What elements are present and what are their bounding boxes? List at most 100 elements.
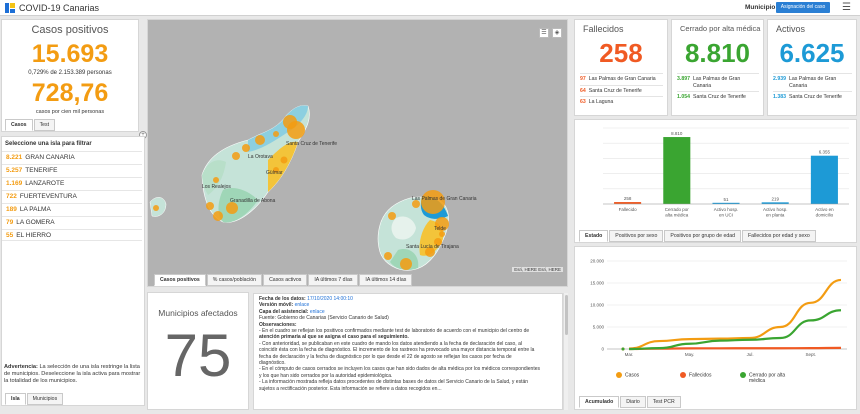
row-label: La Laguna [588, 99, 614, 105]
tab-test[interactable]: Test [33, 119, 56, 131]
bar-value-label: 51 [723, 197, 729, 202]
obs-line: - Con anterioridad, se publicaban en est… [259, 340, 522, 347]
acumulado-chart-panel: 0 5.000 10.000 15.000 20.000 Mar. May. Jul. Sept… [574, 246, 857, 410]
tab-acumulado[interactable]: Acumulado [579, 396, 620, 408]
map-layers-icon[interactable]: ◈ [552, 28, 562, 38]
island-name: EL HIERRO [16, 232, 52, 239]
island-value: 189 [6, 206, 17, 213]
island-name: LANZAROTE [25, 180, 65, 187]
islands-panel: Seleccione una isla para filtrar 8.221 GR… [1, 136, 145, 406]
island-item-el-hierro[interactable]: 55 EL HIERRO [2, 229, 142, 241]
asignacion-button[interactable]: Asignación del caso [776, 2, 830, 13]
y-tick-label: 15.000 [590, 281, 604, 286]
island-item-la-gomera[interactable]: 79 LA GOMERA [2, 216, 142, 228]
row-label: Santa Cruz de Tenerife [692, 94, 746, 100]
canarias-map[interactable]: La Orotava Santa Cruz de Tenerife Granad… [148, 20, 568, 287]
island-name: LA GOMERA [16, 219, 55, 226]
list-item[interactable]: 3.897 Las Palmas de Gran Canaria [677, 73, 759, 91]
list-item[interactable]: 63 La Laguna [580, 96, 663, 108]
hamburger-menu-icon[interactable]: ☰ [842, 2, 851, 13]
islands-header: Seleccione una isla para filtrar [5, 141, 92, 147]
island-name: GRAN CANARIA [25, 154, 75, 161]
tab-positivos-edad[interactable]: Positivos por grupo de edad [664, 230, 742, 242]
island-item-tenerife[interactable]: 5.257 TENERIFE [2, 164, 142, 176]
map-list-icon[interactable]: ☰ [539, 28, 549, 38]
case-bubbles[interactable] [153, 115, 449, 270]
island-item-lanzarote[interactable]: 1.169 LANZAROTE [2, 177, 142, 189]
map-label: Santa Lucía de Tirajana [406, 244, 459, 250]
notes-scrollbar[interactable] [563, 293, 568, 410]
advertencia-body: La selección de una isla restringe la li… [4, 364, 141, 384]
bubble-san-bartolome [400, 258, 412, 270]
island-item-gran-canaria[interactable]: 8.221 GRAN CANARIA [2, 151, 142, 163]
map-label: Granadilla de Abona [230, 198, 276, 204]
obs-line: fecha de declaración y la fecha de diagn… [259, 353, 512, 360]
tab-diario[interactable]: Diario [620, 396, 646, 408]
bubble-arucas [412, 200, 420, 208]
obs-line: diagnóstico. [259, 360, 286, 367]
legend-marker [680, 372, 686, 378]
bubble-arona [213, 211, 223, 221]
tab-ia-7-dias[interactable]: IA últimos 7 días [308, 274, 359, 286]
municipios-title: Municipios afectados [158, 308, 238, 318]
bubble-santa-lucia [425, 247, 435, 257]
island-item-fuerteventura[interactable]: 722 FUERTEVENTURA [2, 190, 142, 202]
capa-link[interactable]: enlace [309, 308, 325, 315]
municipios-value: 75 [164, 322, 232, 389]
bubble-granadilla [226, 202, 238, 214]
map-label: Los Realejos [202, 184, 231, 190]
map-panel[interactable]: La Orotava Santa Cruz de Tenerife Granad… [147, 19, 568, 287]
obs-line: - En el cuadro se reflejan los positivos… [259, 328, 530, 335]
activos-title: Activos [776, 24, 806, 34]
bubble-telde [435, 217, 449, 231]
list-item[interactable]: 64 Santa Cruz de Tenerife [580, 84, 663, 97]
obs-line: sujetos a rectificación posterior. Esta … [259, 385, 442, 392]
list-item[interactable]: 97 Las Palmas de Gran Canaria [580, 73, 663, 85]
casos-subtitle: 0,729% de 2.153.389 personas [28, 70, 112, 76]
map-attribution: Esri, HERE Esri, HERE [512, 267, 563, 272]
list-item[interactable]: 1.054 Santa Cruz de Tenerife [677, 91, 759, 103]
canarias-logo-icon [4, 2, 16, 14]
tab-test-pcr[interactable]: Test PCR [646, 396, 681, 408]
list-item[interactable]: 2.939 Las Palmas de Gran Canaria [773, 73, 852, 91]
bar-value-label: 6.355 [819, 150, 831, 155]
map-label: Las Palmas de Gran Canaria [412, 196, 477, 202]
fuente-text: Fuente: Gobierno de Canarias (Servicio C… [259, 315, 389, 322]
tab-casos-activos[interactable]: Casos activos [263, 274, 308, 286]
island-name: LA PALMA [19, 206, 51, 213]
tab-casos-positivos[interactable]: Casos positivos [154, 274, 206, 286]
bubble-gomera [153, 205, 159, 211]
estado-chart-panel: 258 Fallecido 8.810 Cerrado por alta médica 5… [574, 119, 857, 243]
notes-scroll-thumb[interactable] [565, 295, 568, 335]
casos-rate-label: casos por cien mil personas [35, 109, 105, 115]
acumulado-line-chart[interactable]: 0 5.000 10.000 15.000 20.000 Mar. May. Jul. Sept… [575, 247, 856, 395]
tab-pct-casos-poblacion[interactable]: % casos/población [206, 274, 263, 286]
bar [614, 202, 642, 204]
bubble-la-laguna [283, 115, 297, 129]
tab-positivos-sexo[interactable]: Positivos por sexo [609, 230, 664, 242]
list-item[interactable]: 1.383 Santa Cruz de Tenerife [773, 91, 852, 103]
tab-municipios[interactable]: Municipios [26, 393, 64, 405]
x-tick-label: alta médica [665, 213, 689, 218]
map-label: La Orotava [248, 154, 273, 160]
tab-ia-14-dias[interactable]: IA últimos 14 días [359, 274, 413, 286]
version-link[interactable]: enlace [294, 302, 310, 309]
fallecidos-title: Fallecidos [583, 24, 624, 34]
x-tick-label: domicilio [816, 213, 834, 218]
top-bar: COVID-19 Canarias Municipio Asignación d… [0, 0, 860, 16]
row-label: Las Palmas de Gran Canaria [692, 76, 741, 89]
tab-estado[interactable]: Estado [579, 230, 609, 242]
bar [663, 137, 691, 204]
casos-rate: 728,76 [31, 79, 109, 107]
island-value: 1.169 [6, 180, 23, 187]
tab-isla[interactable]: Isla [5, 393, 26, 405]
row-value: 1.054 [677, 94, 690, 100]
tab-fallecidos-edad-sexo[interactable]: Fallecidos por edad y sexo [742, 230, 816, 242]
obs-line: - En el cómputo de casos cerrados se inc… [259, 366, 540, 373]
island-item-la-palma[interactable]: 189 LA PALMA [2, 203, 142, 215]
municipios-panel: Municipios afectados 75 [147, 292, 249, 410]
x-tick-label: Cerrado por [665, 207, 690, 212]
island-value: 55 [6, 232, 14, 239]
tab-casos[interactable]: Casos [5, 119, 33, 131]
